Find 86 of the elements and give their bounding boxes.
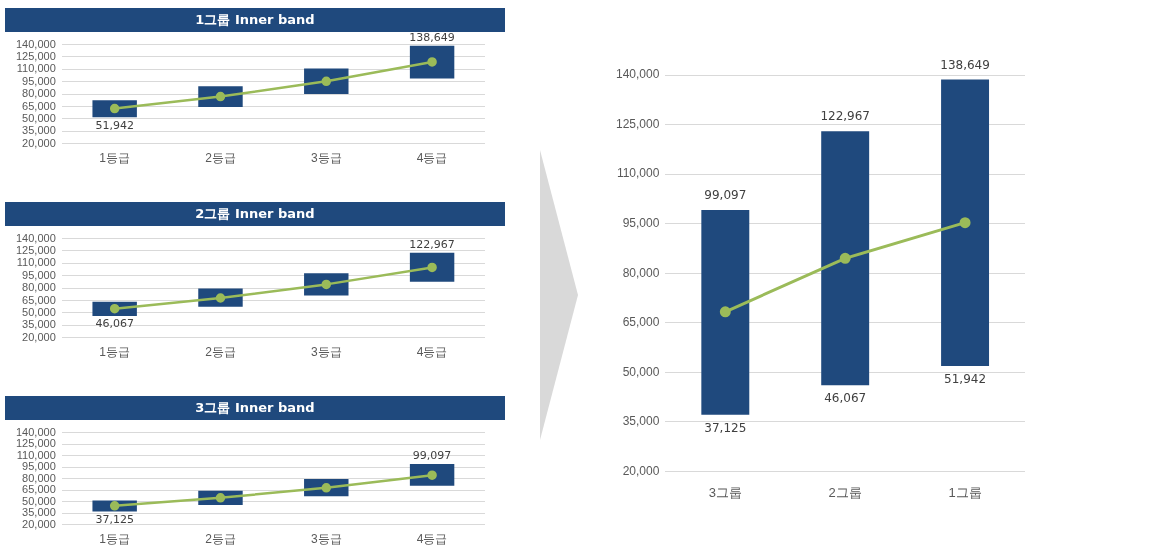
y-tick-label: 95,000 (622, 215, 660, 230)
point (109, 303, 120, 314)
point (109, 103, 120, 114)
chart-title: 1그룹 Inner band (5, 8, 505, 32)
x-tick-label: 2등급 (205, 532, 236, 547)
point (215, 293, 226, 303)
y-tick-label: 20,000 (22, 517, 56, 530)
x-tick-label: 2등급 (205, 151, 236, 166)
annotation: 122,967 (820, 109, 870, 124)
bar (941, 79, 990, 366)
point (321, 483, 332, 493)
x-tick-label: 3그룹 (708, 484, 742, 500)
y-tick-label: 20,000 (22, 136, 56, 149)
annotation: 46,067 (95, 317, 134, 331)
y-tick-label: 110,000 (16, 256, 56, 269)
x-tick-label: 1등급 (99, 345, 131, 360)
y-tick-label: 50,000 (22, 111, 56, 124)
point (321, 76, 332, 87)
annotation: 37,125 (704, 420, 747, 435)
annotation: 138,649 (940, 57, 990, 72)
x-tick-label: 1그룹 (948, 484, 982, 500)
point (427, 262, 437, 273)
point (427, 57, 437, 67)
x-tick-label: 4등급 (416, 345, 448, 360)
point (321, 279, 332, 290)
y-tick-label: 50,000 (22, 305, 56, 318)
x-tick-label: 2그룹 (828, 484, 862, 500)
y-tick-label: 110,000 (616, 166, 660, 181)
annotation: 138,649 (409, 31, 455, 45)
y-tick-label: 35,000 (22, 124, 56, 137)
bar (701, 210, 750, 415)
y-tick-label: 65,000 (22, 99, 56, 112)
chart-title: 2그룹 Inner band (5, 202, 505, 226)
y-tick-label: 125,000 (16, 437, 56, 450)
x-tick-label: 3등급 (310, 532, 342, 547)
x-tick-label: 1등급 (99, 532, 131, 547)
annotation: 99,097 (412, 449, 452, 463)
bar (409, 45, 455, 79)
y-tick-label: 125,000 (16, 50, 56, 63)
x-tick-label: 3등급 (310, 345, 342, 360)
y-tick-label: 80,000 (22, 87, 56, 100)
y-tick-label: 95,000 (22, 460, 56, 473)
y-tick-label: 20,000 (22, 330, 56, 343)
y-tick-label: 140,000 (16, 231, 56, 244)
x-tick-label: 4등급 (416, 532, 448, 547)
point (109, 501, 120, 511)
y-tick-label: 65,000 (22, 293, 56, 306)
point (959, 217, 971, 229)
x-tick-label: 3등급 (310, 151, 342, 166)
y-tick-label: 50,000 (622, 364, 660, 379)
y-tick-label: 65,000 (22, 483, 56, 496)
y-tick-label: 80,000 (622, 265, 660, 280)
y-tick-label: 95,000 (22, 268, 56, 281)
point (839, 252, 851, 264)
y-tick-label: 125,000 (615, 116, 660, 131)
annotation: 46,067 (824, 391, 867, 406)
y-tick-label: 20,000 (622, 463, 660, 478)
y-tick-label: 35,000 (22, 318, 56, 331)
y-tick-label: 80,000 (22, 281, 56, 294)
chart-title: 3그룹 Inner band (5, 396, 505, 420)
y-tick-label: 110,000 (16, 62, 56, 75)
y-tick-label: 35,000 (22, 506, 56, 519)
point (719, 306, 731, 318)
point (427, 470, 437, 480)
annotation: 37,125 (95, 512, 134, 526)
y-tick-label: 80,000 (22, 471, 56, 484)
annotation: 99,097 (704, 188, 747, 203)
x-tick-label: 4등급 (416, 151, 448, 166)
x-tick-label: 2등급 (205, 345, 236, 360)
annotation: 51,942 (944, 372, 987, 387)
annotation: 122,967 (409, 238, 455, 252)
y-tick-label: 65,000 (622, 315, 660, 330)
point (215, 91, 226, 102)
point (215, 493, 226, 503)
y-tick-label: 35,000 (622, 414, 660, 429)
y-tick-label: 50,000 (22, 494, 56, 507)
bar (821, 131, 870, 386)
y-tick-label: 110,000 (16, 448, 56, 461)
annotation: 51,942 (95, 118, 134, 132)
y-tick-label: 140,000 (16, 37, 56, 50)
y-tick-label: 140,000 (615, 67, 660, 82)
x-tick-label: 1등급 (99, 151, 131, 166)
bar (409, 252, 455, 282)
y-tick-label: 125,000 (16, 244, 56, 257)
y-tick-label: 140,000 (16, 425, 56, 438)
y-tick-label: 95,000 (22, 74, 56, 87)
